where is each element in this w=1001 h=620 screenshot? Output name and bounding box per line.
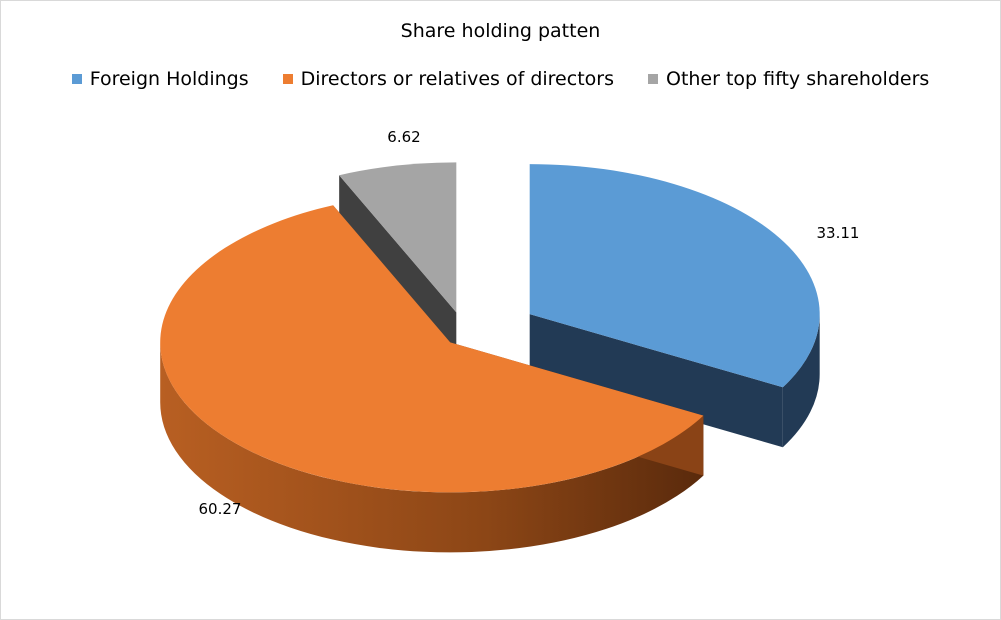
legend-swatch-directors [282, 74, 293, 84]
legend-label-other-top-fifty: Other top fifty shareholders [665, 68, 930, 90]
data-label-2: 6.62 [387, 128, 420, 146]
data-label-1: 60.27 [199, 500, 242, 518]
legend-item-directors: Directors or relatives of directors [282, 68, 614, 90]
chart-legend: Foreign Holdings Directors or relatives … [0, 68, 1001, 90]
legend-swatch-other-top-fifty [647, 74, 658, 84]
data-label-0: 33.11 [817, 224, 860, 242]
legend-item-foreign-holdings: Foreign Holdings [71, 68, 249, 90]
pie-slice-1 [160, 205, 704, 493]
pie-labels: 33.11 60.27 6.62 [199, 128, 860, 518]
legend-label-foreign-holdings: Foreign Holdings [89, 68, 249, 90]
legend-label-directors: Directors or relatives of directors [300, 68, 614, 90]
pie-slice-side-0 [782, 314, 820, 448]
pie-tops [160, 162, 820, 493]
pie-slice-2 [339, 162, 457, 313]
pie-slice-face-0-1 [529, 314, 783, 448]
legend-swatch-foreign-holdings [71, 74, 82, 84]
pie-slice-0 [529, 164, 820, 388]
pie-slice-side-1 [160, 342, 704, 553]
chart-title: Share holding patten [400, 20, 601, 42]
legend-item-other-top-fifty: Other top fifty shareholders [647, 68, 930, 90]
